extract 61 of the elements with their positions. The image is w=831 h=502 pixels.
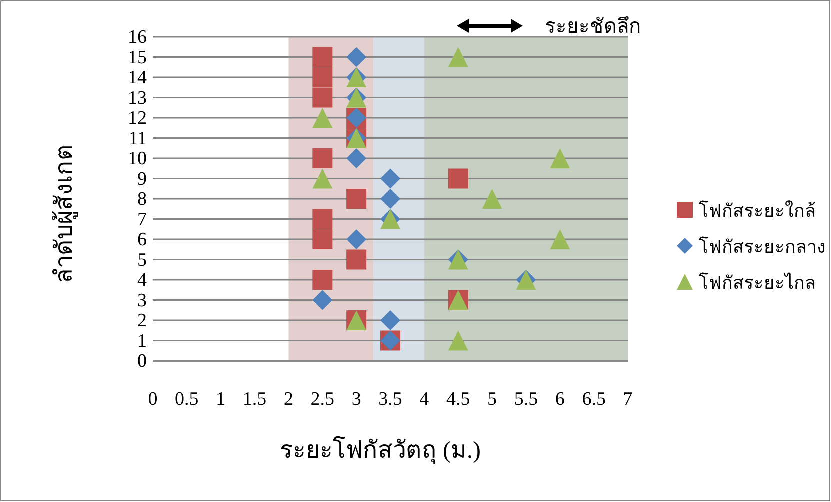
legend-label: โฟกัสระยะใกล้ — [699, 200, 816, 222]
point — [312, 270, 333, 290]
y-axis-title: ลำดับผู้สังเกต — [52, 144, 79, 284]
point — [312, 168, 333, 189]
y-tick-label: 12 — [128, 108, 147, 129]
x-tick-label: 0.5 — [175, 389, 199, 410]
y-tick-label: 13 — [128, 88, 147, 109]
point — [482, 189, 502, 209]
legend-label: โฟกัสระยะกลาง — [699, 236, 826, 258]
y-tick-label: 6 — [138, 230, 147, 250]
point — [312, 47, 333, 68]
x-tick-label: 1 — [216, 389, 226, 410]
y-tick-label: 2 — [138, 310, 147, 332]
y-tick-label: 0 — [138, 351, 147, 372]
point — [312, 230, 333, 250]
point — [346, 47, 367, 68]
point — [312, 88, 333, 108]
point — [312, 209, 333, 230]
x-tick-label: 7 — [623, 389, 633, 410]
y-tick-label: 10 — [128, 148, 147, 170]
point — [346, 189, 367, 209]
point — [550, 148, 570, 168]
x-tick-label: 2 — [284, 389, 294, 410]
x-tick-label: 3 — [352, 389, 362, 410]
y-tick-label: 8 — [138, 189, 147, 210]
legend-label: โฟกัสระยะไกล — [699, 272, 816, 294]
point — [312, 290, 333, 310]
point — [312, 68, 333, 88]
x-tick-label: 4.5 — [446, 389, 470, 410]
x-tick-label: 5.5 — [514, 389, 538, 410]
point — [312, 108, 333, 128]
point — [550, 230, 570, 250]
point — [448, 330, 468, 351]
x-tick-label: 3.5 — [378, 389, 402, 410]
point — [380, 189, 400, 209]
point — [346, 148, 367, 168]
y-tick-label: 16 — [128, 27, 147, 48]
x-tick-label: 6.5 — [582, 389, 606, 410]
y-tick-label: 5 — [138, 250, 147, 271]
point — [448, 47, 468, 68]
y-tick-label: 14 — [128, 68, 148, 88]
y-tick-label: 4 — [138, 270, 148, 291]
point — [312, 148, 333, 168]
x-tick-label: 2.5 — [310, 389, 335, 410]
point — [346, 230, 367, 250]
annotation: ระยะชัดลึก — [545, 16, 641, 38]
y-tick-label: 11 — [128, 128, 147, 150]
x-tick-label: 4 — [420, 389, 430, 410]
y-tick-label: 3 — [138, 290, 147, 312]
x-axis-title: ระยะโฟกัสวัตถุ (ม.) — [280, 436, 481, 465]
point — [380, 310, 400, 330]
x-tick-label: 1.5 — [242, 389, 267, 410]
y-tick-label: 7 — [138, 209, 147, 230]
x-tick-label: 6 — [555, 389, 565, 410]
x-tick-label: 5 — [488, 389, 498, 410]
point — [380, 168, 400, 189]
y-tick-label: 9 — [138, 168, 147, 190]
point — [346, 250, 367, 270]
y-tick-label: 1 — [138, 330, 147, 352]
point — [448, 168, 468, 189]
y-tick-label: 15 — [128, 47, 147, 68]
